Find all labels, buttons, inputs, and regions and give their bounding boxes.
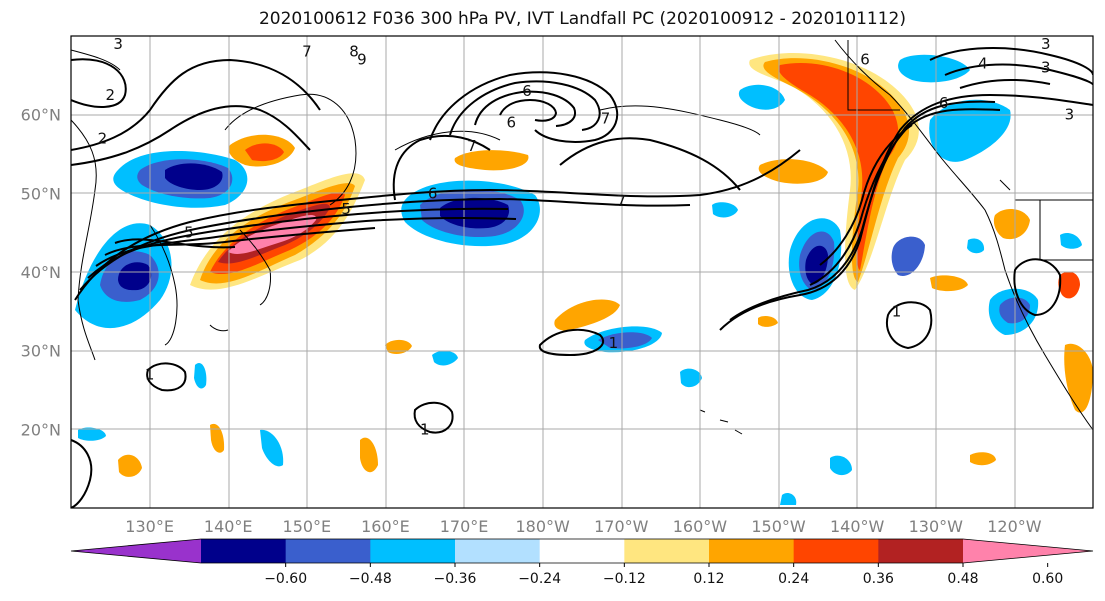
pv-contours: [71, 47, 1093, 508]
contour-label: 3: [113, 35, 123, 53]
colorbar-tick-label: 0.36: [863, 571, 894, 587]
contour-label: 5: [341, 200, 351, 218]
contour-label: 7: [617, 192, 627, 210]
colorbar-tick-label: 0.12: [693, 571, 724, 587]
ivt-anomaly-fill: [75, 52, 1093, 505]
colorbar: −0.60 −0.48 −0.36 −0.24 −0.12 0.12 0.24 0.36 0.4…: [70, 538, 1094, 587]
contour-label: 1: [145, 365, 155, 383]
colorbar-segment: [709, 539, 795, 563]
colorbar-tick-label: −0.24: [518, 571, 561, 587]
contour-label: 5: [184, 224, 194, 242]
contour-label: 2: [106, 86, 116, 104]
lon-tick-label: 160°W: [673, 517, 728, 536]
map-frame: [70, 35, 1094, 509]
map-body: 3225666778975711116634334: [71, 35, 1093, 508]
lon-tick-label: 140°W: [830, 517, 885, 536]
colorbar-segment: [370, 539, 456, 563]
plot-title: 2020100612 F036 300 hPa PV, IVT Landfall…: [258, 9, 906, 29]
longitude-tick-labels: 130°E 140°E 150°E 160°E 170°E 180°W 170°W 160°W…: [125, 517, 1041, 536]
contour-label: 3: [1041, 35, 1051, 53]
latitude-tick-labels: 20°N 30°N 40°N 50°N 60°N: [21, 106, 61, 440]
lon-tick-label: 180°W: [516, 517, 571, 536]
colorbar-tick-label: 0.60: [1032, 571, 1063, 587]
colorbar-extend-max: [963, 539, 1093, 563]
contour-label: 3: [1041, 58, 1051, 76]
contour-label: 1: [420, 420, 430, 438]
contour-label: 2: [98, 129, 108, 147]
colorbar-tick-label: −0.36: [434, 571, 477, 587]
lon-tick-label: 140°E: [204, 517, 253, 536]
contour-label: 8: [349, 43, 359, 61]
colorbar-tick-label: 0.48: [947, 571, 978, 587]
colorbar-tick-label: 0.24: [778, 571, 809, 587]
lat-tick-label: 40°N: [21, 263, 61, 282]
contour-label: 7: [601, 110, 611, 128]
lat-tick-label: 60°N: [21, 106, 61, 125]
lon-tick-label: 130°E: [125, 517, 174, 536]
colorbar-segment: [285, 539, 371, 563]
lon-tick-label: 130°W: [909, 517, 964, 536]
contour-label: 6: [860, 51, 870, 69]
contour-label: 4: [978, 55, 988, 73]
contour-label: 7: [302, 43, 312, 61]
lon-tick-label: 150°W: [751, 517, 806, 536]
lon-tick-label: 150°E: [283, 517, 332, 536]
lat-tick-label: 50°N: [21, 184, 61, 203]
colorbar-tick-label: −0.60: [264, 571, 307, 587]
contour-label: 9: [357, 51, 367, 69]
contour-label: 7: [467, 137, 477, 155]
colorbar-tick-label: −0.12: [603, 571, 646, 587]
colorbar-segment: [201, 539, 287, 563]
contour-label: 3: [1065, 106, 1075, 124]
lat-tick-label: 30°N: [21, 342, 61, 361]
contour-label: 1: [609, 334, 619, 352]
contour-label: 6: [522, 82, 532, 100]
lon-tick-label: 170°W: [594, 517, 649, 536]
colorbar-segment: [793, 539, 879, 563]
contour-label: 6: [939, 94, 949, 112]
colorbar-segment: [539, 539, 625, 563]
colorbar-segment: [455, 539, 541, 563]
lon-tick-label: 120°W: [987, 517, 1042, 536]
contour-labels: 3225666778975711116634334: [98, 35, 1075, 438]
contour-label: 6: [506, 114, 516, 132]
lon-tick-label: 170°E: [440, 517, 489, 536]
colorbar-segment: [624, 539, 710, 563]
lat-tick-label: 20°N: [21, 420, 61, 439]
colorbar-tick-label: −0.48: [349, 571, 392, 587]
colorbar-segment: [878, 539, 964, 563]
colorbar-extend-min: [71, 539, 201, 563]
lon-tick-label: 160°E: [361, 517, 410, 536]
contour-label: 6: [428, 184, 438, 202]
contour-label: 1: [892, 302, 902, 320]
coastlines: [71, 39, 1093, 435]
